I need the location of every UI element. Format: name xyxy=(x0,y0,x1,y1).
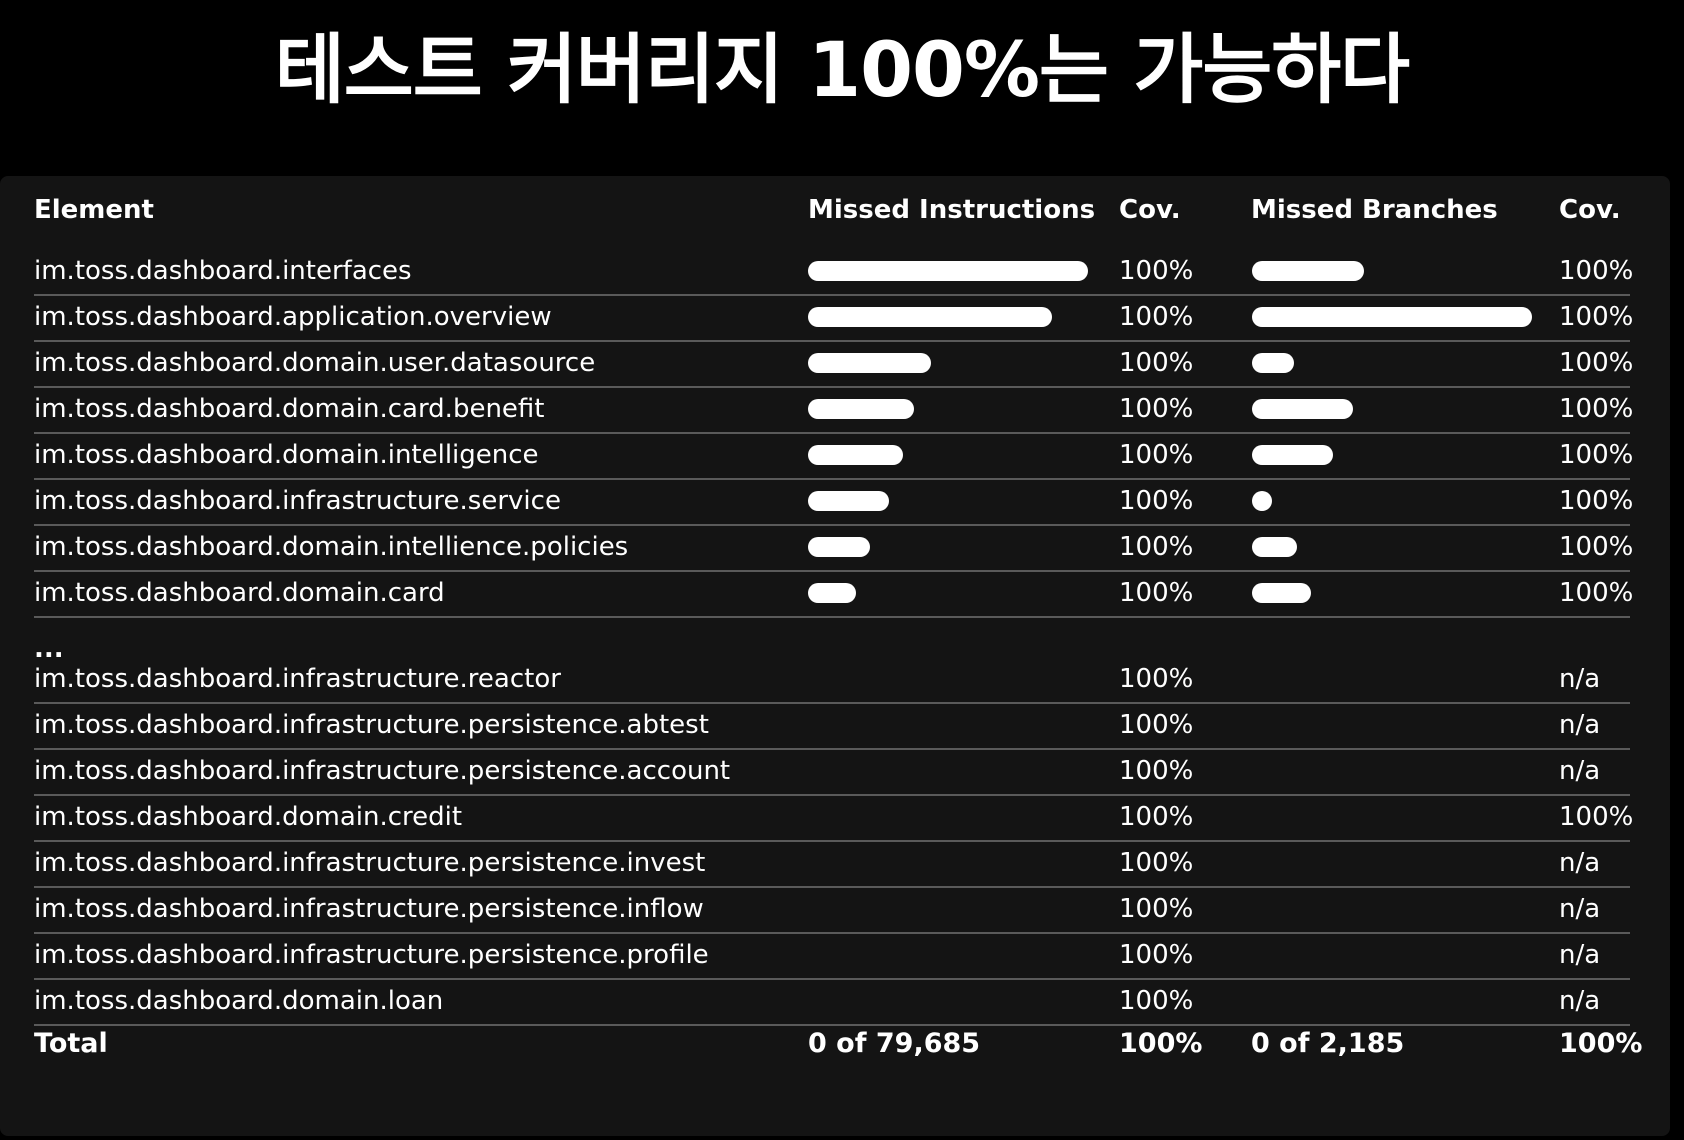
row-branch-coverage: n/a xyxy=(1559,710,1601,740)
missed-instructions-bar xyxy=(808,261,1088,281)
page-title: 테스트 커버리지 100%는 가능하다 xyxy=(274,25,1410,114)
row-instruction-coverage: 100% xyxy=(1119,756,1194,786)
row-element-name[interactable]: im.toss.dashboard.infrastructure.persist… xyxy=(34,710,709,740)
missed-instructions-bar xyxy=(808,583,856,603)
row-branch-coverage: 100% xyxy=(1559,802,1634,832)
row-instruction-coverage: 100% xyxy=(1119,440,1194,470)
table-row[interactable]: im.toss.dashboard.domain.intellience.pol… xyxy=(34,524,1634,572)
row-element-name[interactable]: im.toss.dashboard.domain.intelligence xyxy=(34,440,539,470)
total-label: Total xyxy=(34,1028,108,1059)
row-branch-coverage: 100% xyxy=(1559,394,1634,424)
table-row[interactable]: im.toss.dashboard.infrastructure.persist… xyxy=(34,702,1630,750)
row-instruction-coverage: 100% xyxy=(1119,986,1194,1016)
header-missed-instructions[interactable]: Missed Instructions xyxy=(808,195,1096,225)
row-element-name[interactable]: im.toss.dashboard.domain.credit xyxy=(34,802,463,832)
row-branch-coverage: n/a xyxy=(1559,664,1601,694)
row-branch-coverage: 100% xyxy=(1559,348,1634,378)
row-instruction-coverage: 100% xyxy=(1119,940,1194,970)
row-element-name[interactable]: im.toss.dashboard.infrastructure.reactor xyxy=(34,664,561,694)
total-instruction-coverage: 100% xyxy=(1119,1028,1203,1059)
row-branch-coverage: 100% xyxy=(1559,578,1634,608)
missed-branches-bar xyxy=(1252,583,1311,603)
row-branch-coverage: 100% xyxy=(1559,486,1634,516)
row-element-name[interactable]: im.toss.dashboard.domain.card xyxy=(34,578,445,608)
row-instruction-coverage: 100% xyxy=(1119,848,1194,878)
table-row[interactable]: im.toss.dashboard.infrastructure.persist… xyxy=(34,748,1630,796)
row-branch-coverage: 100% xyxy=(1559,256,1634,286)
row-element-name[interactable]: im.toss.dashboard.domain.card.benefit xyxy=(34,394,545,424)
row-instruction-coverage: 100% xyxy=(1119,664,1194,694)
row-element-name[interactable]: im.toss.dashboard.domain.loan xyxy=(34,986,444,1016)
missed-branches-bar xyxy=(1252,399,1353,419)
missed-branches-bar xyxy=(1252,307,1532,327)
row-instruction-coverage: 100% xyxy=(1119,394,1194,424)
table-row[interactable]: im.toss.dashboard.domain.intelligence 100… xyxy=(34,432,1634,480)
row-element-name[interactable]: im.toss.dashboard.domain.intellience.pol… xyxy=(34,532,629,562)
missed-instructions-bar xyxy=(808,353,931,373)
header-element[interactable]: Element xyxy=(34,195,154,225)
row-element-name[interactable]: im.toss.dashboard.infrastructure.persist… xyxy=(34,894,704,924)
row-branch-coverage: n/a xyxy=(1559,894,1601,924)
table-row[interactable]: im.toss.dashboard.domain.card 100% 100% xyxy=(34,570,1634,618)
row-element-name[interactable]: im.toss.dashboard.application.overview xyxy=(34,302,552,332)
row-instruction-coverage: 100% xyxy=(1119,302,1194,332)
header-instruction-coverage[interactable]: Cov. xyxy=(1119,195,1181,225)
row-branch-coverage: n/a xyxy=(1559,986,1601,1016)
table-row[interactable]: im.toss.dashboard.domain.credit 100% 100% xyxy=(34,794,1634,842)
row-branch-coverage: n/a xyxy=(1559,940,1601,970)
row-instruction-coverage: 100% xyxy=(1119,486,1194,516)
missed-branches-bar xyxy=(1252,537,1297,557)
missed-branches-bar xyxy=(1252,261,1364,281)
row-instruction-coverage: 100% xyxy=(1119,578,1194,608)
row-instruction-coverage: 100% xyxy=(1119,256,1194,286)
coverage-report-panel: Element Missed Instructions Cov. Missed … xyxy=(0,176,1670,1136)
table-row[interactable]: im.toss.dashboard.infrastructure.persist… xyxy=(34,840,1630,888)
row-element-name[interactable]: im.toss.dashboard.infrastructure.service xyxy=(34,486,561,516)
missed-instructions-bar xyxy=(808,445,903,465)
table-row[interactable]: im.toss.dashboard.infrastructure.reactor… xyxy=(34,656,1630,704)
missed-instructions-bar xyxy=(808,491,889,511)
table-row[interactable]: im.toss.dashboard.interfaces 100% 100% xyxy=(34,248,1634,296)
table-row[interactable]: im.toss.dashboard.infrastructure.service… xyxy=(34,478,1634,526)
row-element-name[interactable]: im.toss.dashboard.interfaces xyxy=(34,256,412,286)
row-branch-coverage: 100% xyxy=(1559,302,1634,332)
table-row[interactable]: im.toss.dashboard.infrastructure.persist… xyxy=(34,886,1630,934)
row-element-name[interactable]: im.toss.dashboard.infrastructure.persist… xyxy=(34,756,731,786)
row-element-name[interactable]: im.toss.dashboard.infrastructure.persist… xyxy=(34,940,709,970)
row-branch-coverage: 100% xyxy=(1559,440,1634,470)
total-branch-coverage: 100% xyxy=(1559,1028,1643,1059)
total-missed-branches: 0 of 2,185 xyxy=(1251,1028,1405,1059)
header-missed-branches[interactable]: Missed Branches xyxy=(1251,195,1498,225)
missed-branches-bar xyxy=(1252,491,1272,511)
row-instruction-coverage: 100% xyxy=(1119,802,1194,832)
row-instruction-coverage: 100% xyxy=(1119,710,1194,740)
missed-instructions-bar xyxy=(808,307,1052,327)
rows-ellipsis: ... xyxy=(34,634,64,664)
missed-instructions-bar xyxy=(808,399,914,419)
row-branch-coverage: n/a xyxy=(1559,848,1601,878)
table-row[interactable]: im.toss.dashboard.domain.user.datasource… xyxy=(34,340,1634,388)
missed-instructions-bar xyxy=(808,537,870,557)
total-missed-instructions: 0 of 79,685 xyxy=(808,1028,981,1059)
row-instruction-coverage: 100% xyxy=(1119,894,1194,924)
header-branch-coverage[interactable]: Cov. xyxy=(1559,195,1621,225)
row-instruction-coverage: 100% xyxy=(1119,348,1194,378)
table-row[interactable]: im.toss.dashboard.domain.card.benefit 100… xyxy=(34,386,1634,434)
row-branch-coverage: 100% xyxy=(1559,532,1634,562)
missed-branches-bar xyxy=(1252,445,1333,465)
row-element-name[interactable]: im.toss.dashboard.domain.user.datasource xyxy=(34,348,596,378)
missed-branches-bar xyxy=(1252,353,1294,373)
table-row[interactable]: im.toss.dashboard.domain.loan 100% n/a xyxy=(34,978,1630,1026)
row-element-name[interactable]: im.toss.dashboard.infrastructure.persist… xyxy=(34,848,706,878)
row-branch-coverage: n/a xyxy=(1559,756,1601,786)
row-instruction-coverage: 100% xyxy=(1119,532,1194,562)
table-row[interactable]: im.toss.dashboard.application.overview 10… xyxy=(34,294,1634,342)
table-row[interactable]: im.toss.dashboard.infrastructure.persist… xyxy=(34,932,1630,980)
